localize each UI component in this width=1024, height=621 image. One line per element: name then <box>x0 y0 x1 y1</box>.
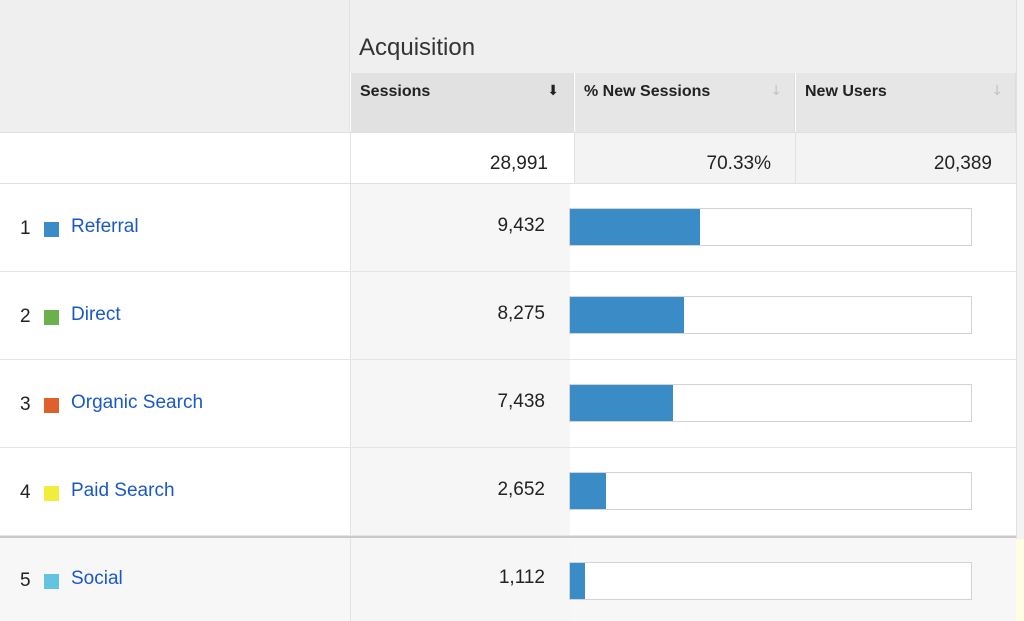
new-users-total-cell: 20,389 <box>795 132 1016 184</box>
sessions-bar-track <box>569 384 972 422</box>
sessions-cell: 8,275 <box>350 272 570 359</box>
acquisition-group-header <box>350 0 1016 73</box>
scrollbar[interactable] <box>1016 0 1024 621</box>
sessions-value: 8,275 <box>497 303 545 324</box>
sessions-bar-track <box>569 208 972 246</box>
sessions-bar-fill <box>570 297 685 333</box>
sessions-cell: 7,438 <box>350 360 570 447</box>
channel-link[interactable]: Organic Search <box>71 392 204 413</box>
channel-link[interactable]: Direct <box>71 304 121 325</box>
arrow-down-icon[interactable]: ↓ <box>991 83 1003 99</box>
channel-link[interactable]: Referral <box>71 216 139 237</box>
sessions-bar-fill <box>570 209 701 245</box>
pct-new-sessions-total-cell: 70.33% <box>574 132 795 184</box>
row-rank: 5 <box>20 570 31 591</box>
table-row: 1 Referral 9,432 <box>0 184 1016 272</box>
table-row: 3 Organic Search 7,438 <box>0 360 1016 448</box>
row-highlight-accent <box>1016 539 1024 621</box>
table-row: 4 Paid Search 2,652 <box>0 448 1016 536</box>
channel-color-swatch <box>44 398 59 413</box>
pct-new-sessions-column-label: % New Sessions <box>584 83 711 100</box>
new-users-column-header[interactable]: New Users ↓ <box>795 73 1016 132</box>
new-users-column-label: New Users <box>805 83 887 100</box>
pct-new-sessions-column-header[interactable]: % New Sessions ↓ <box>574 73 795 132</box>
channel-color-swatch <box>44 222 59 237</box>
table-row: 2 Direct 8,275 <box>0 272 1016 360</box>
channel-color-swatch <box>44 310 59 325</box>
dimension-header <box>0 0 350 132</box>
sessions-value: 9,432 <box>497 215 545 236</box>
sessions-total: 28,991 <box>489 153 548 174</box>
sessions-bar-fill <box>570 473 607 509</box>
sessions-value: 2,652 <box>497 479 545 500</box>
sessions-bar-fill <box>570 563 586 599</box>
sessions-value: 7,438 <box>497 391 545 412</box>
sessions-bar-track <box>569 562 972 600</box>
sessions-value: 1,112 <box>498 567 545 588</box>
row-rank: 3 <box>20 394 31 415</box>
table-row: 5 Social 1,112 <box>0 536 1016 621</box>
sessions-total-cell: 28,991 <box>350 132 574 184</box>
channel-color-swatch <box>44 486 59 501</box>
channel-link[interactable]: Social <box>71 568 123 589</box>
arrow-down-icon[interactable]: ↓ <box>770 83 782 99</box>
row-rank: 2 <box>20 306 31 327</box>
sessions-bar-track <box>569 296 972 334</box>
sessions-cell: 2,652 <box>350 448 570 535</box>
sessions-column-header[interactable]: Sessions ⬇ <box>350 73 574 132</box>
row-rank: 4 <box>20 482 31 503</box>
row-rank: 1 <box>20 218 31 239</box>
acquisition-title: Acquisition <box>359 34 476 61</box>
channel-link[interactable]: Paid Search <box>71 480 175 501</box>
sessions-cell: 1,112 <box>350 538 570 621</box>
sessions-bar-fill <box>570 385 674 421</box>
channel-color-swatch <box>44 574 59 589</box>
sessions-bar-track <box>569 472 972 510</box>
totals-label-cell <box>0 132 350 184</box>
pct-new-sessions-total: 70.33% <box>706 153 771 174</box>
sessions-cell: 9,432 <box>350 184 570 271</box>
arrow-down-icon[interactable]: ⬇ <box>547 83 559 99</box>
sessions-column-label: Sessions <box>360 83 431 100</box>
new-users-total: 20,389 <box>933 153 992 174</box>
